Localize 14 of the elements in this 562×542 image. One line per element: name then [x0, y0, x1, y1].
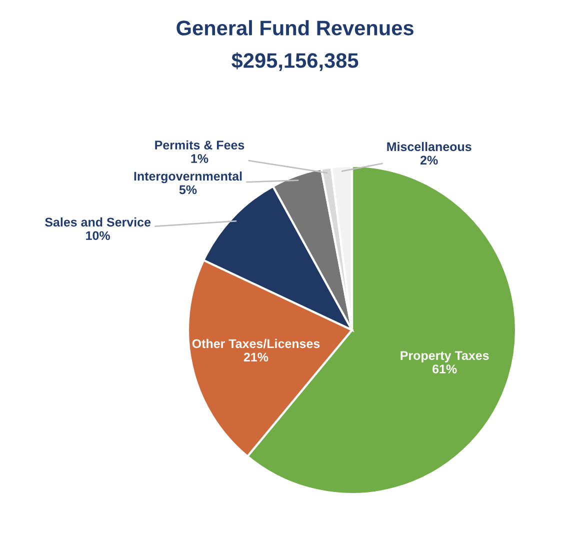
slice-label: Property Taxes — [400, 351, 489, 362]
data-label: 61% — [432, 364, 457, 374]
data-label: 21% — [244, 352, 268, 362]
slice-label: Miscellaneous — [387, 142, 472, 152]
slice-label: Intergovernmental — [134, 171, 242, 184]
data-label: 1% — [191, 154, 208, 163]
data-label: 5% — [179, 185, 197, 194]
data-label: 2% — [420, 156, 438, 165]
slice-label: Permits & Fees — [155, 140, 244, 150]
slice-label: Sales and Service — [45, 217, 151, 227]
chart-subtitle: $295,156,385 — [232, 52, 358, 71]
data-label: 10% — [86, 231, 110, 240]
slice-label: Other Taxes/Licenses — [192, 338, 320, 348]
chart-title: General Fund Revenues — [176, 20, 414, 36]
